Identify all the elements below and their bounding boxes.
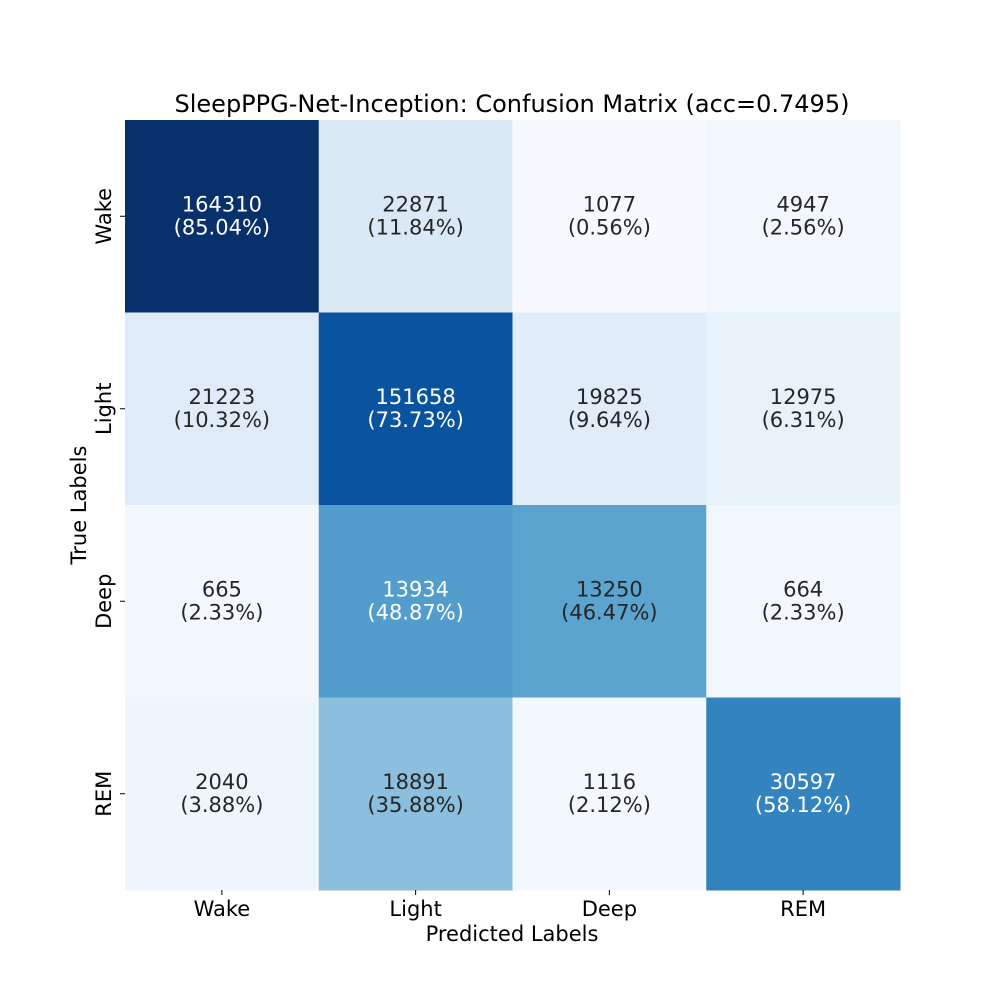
heatmap-cell — [512, 697, 707, 891]
cell-percent-label: (11.84%) — [367, 215, 463, 239]
cell-percent-label: (3.88%) — [180, 793, 263, 817]
heatmap-cells — [125, 120, 901, 891]
x-axis-label: Predicted Labels — [426, 922, 599, 946]
y-tick-label: REM — [92, 771, 116, 817]
cell-count-label: 164310 — [182, 192, 262, 216]
y-axis-ticks: Wake Light Deep REM — [92, 188, 125, 817]
cell-count-label: 151658 — [376, 385, 456, 409]
cell-count-label: 13250 — [576, 577, 643, 601]
heatmap-cell — [706, 120, 901, 313]
cell-percent-label: (2.33%) — [180, 600, 263, 624]
x-tick-label: Light — [389, 897, 441, 921]
heatmap-cell-labels: 164310(85.04%) 22871(11.84%) 1077(0.56%) 49… — [174, 192, 852, 817]
heatmap-cell — [512, 312, 707, 506]
y-tick-label: Wake — [92, 188, 116, 245]
cell-percent-label: (85.04%) — [174, 215, 270, 239]
heatmap-cell — [125, 120, 320, 313]
heatmap-cell — [706, 312, 901, 506]
cell-percent-label: (10.32%) — [174, 408, 270, 432]
heatmap-cell — [125, 697, 320, 891]
heatmap-cell — [318, 697, 513, 891]
x-tick-label: Wake — [194, 897, 251, 921]
heatmap-cell — [318, 505, 513, 698]
heatmap-cell — [318, 312, 513, 506]
cell-percent-label: (6.31%) — [762, 408, 845, 432]
cell-percent-label: (2.33%) — [762, 600, 845, 624]
cell-count-label: 665 — [202, 577, 242, 601]
cell-count-label: 21223 — [188, 385, 255, 409]
cell-count-label: 13934 — [382, 577, 449, 601]
cell-count-label: 18891 — [382, 770, 449, 794]
cell-count-label: 22871 — [382, 192, 449, 216]
cell-percent-label: (2.12%) — [568, 793, 651, 817]
cell-count-label: 2040 — [195, 770, 248, 794]
cell-percent-label: (2.56%) — [762, 215, 845, 239]
heatmap-cell — [512, 505, 707, 698]
heatmap-cell — [125, 505, 320, 698]
cell-count-label: 1077 — [583, 192, 636, 216]
heatmap-cell — [125, 312, 320, 506]
cell-count-label: 1116 — [583, 770, 636, 794]
chart-title: SleepPPG-Net-Inception: Confusion Matrix… — [175, 90, 850, 118]
y-tick-label: Deep — [92, 574, 116, 629]
cell-percent-label: (35.88%) — [367, 793, 463, 817]
x-tick-label: REM — [780, 897, 826, 921]
heatmap-cell — [318, 120, 513, 313]
cell-percent-label: (73.73%) — [367, 408, 463, 432]
cell-percent-label: (9.64%) — [568, 408, 651, 432]
cell-count-label: 664 — [783, 577, 823, 601]
cell-count-label: 19825 — [576, 385, 643, 409]
y-axis-label: True Labels — [67, 446, 91, 566]
x-tick-label: Deep — [582, 897, 637, 921]
cell-count-label: 12975 — [770, 385, 837, 409]
heatmap-cell — [512, 120, 707, 313]
cell-percent-label: (48.87%) — [367, 600, 463, 624]
cell-count-label: 4947 — [776, 192, 829, 216]
cell-percent-label: (46.47%) — [561, 600, 657, 624]
y-tick-label: Light — [92, 383, 116, 435]
heatmap-cell — [706, 697, 901, 891]
cell-percent-label: (0.56%) — [568, 215, 651, 239]
x-axis-ticks: Wake Light Deep REM — [194, 890, 826, 921]
cell-count-label: 30597 — [770, 770, 837, 794]
heatmap-cell — [706, 505, 901, 698]
cell-percent-label: (58.12%) — [755, 793, 851, 817]
